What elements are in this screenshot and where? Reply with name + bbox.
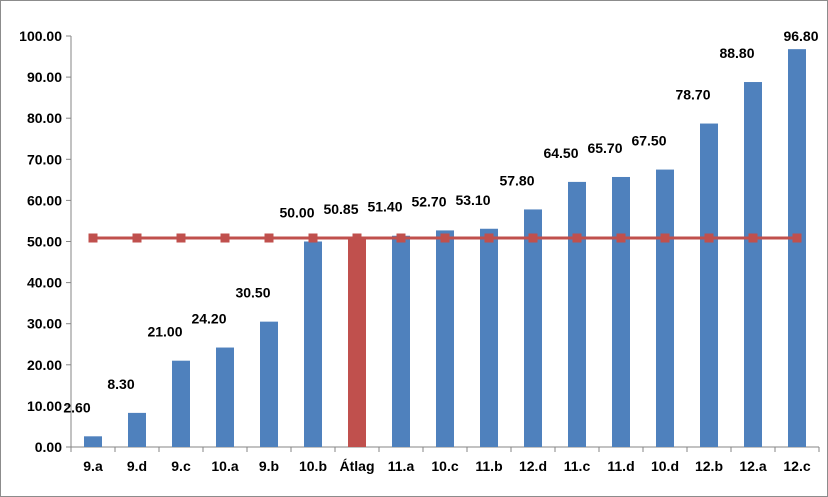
- data-label: 67.50: [631, 133, 666, 149]
- data-label: 96.80: [783, 28, 818, 44]
- bar: [612, 176, 630, 447]
- bar: [436, 230, 454, 447]
- bar: [524, 209, 542, 447]
- bar: [304, 241, 322, 447]
- average-marker: [308, 233, 318, 243]
- data-label: 57.80: [499, 172, 534, 188]
- x-axis: 9.a 9.d 9.c 10.a 9.b 10.b Átlag 11.a 10.c 11.b 12.…: [70, 446, 820, 474]
- x-tick-label: 9.a: [83, 458, 103, 474]
- data-label: 8.30: [107, 376, 134, 392]
- y-tick-label: 60.00: [27, 192, 62, 208]
- x-tick-label: 10.d: [651, 458, 679, 474]
- bar: [260, 321, 278, 447]
- average-marker: [616, 233, 626, 243]
- bar: [392, 235, 410, 447]
- bar: [216, 347, 234, 447]
- data-label: 78.70: [675, 87, 710, 103]
- x-tick-label: 10.c: [431, 458, 458, 474]
- average-marker: [352, 233, 362, 243]
- average-marker: [132, 233, 142, 243]
- average-marker: [220, 233, 230, 243]
- y-tick-label: 100.00: [19, 28, 62, 44]
- x-tick-label: 9.b: [259, 458, 279, 474]
- x-tick-label: Átlag: [340, 458, 375, 474]
- bar: [788, 49, 806, 447]
- y-tick-label: 0.00: [35, 439, 62, 455]
- x-tick-label: 12.c: [783, 458, 810, 474]
- x-tick-label: 10.b: [299, 458, 327, 474]
- x-tick-label: 12.b: [695, 458, 723, 474]
- average-marker: [660, 233, 670, 243]
- bar: [172, 360, 190, 447]
- data-label: 53.10: [455, 192, 490, 208]
- bar: [744, 82, 762, 448]
- x-tick-label: 10.a: [211, 458, 238, 474]
- x-tick-label: 9.d: [127, 458, 147, 474]
- bar: [568, 181, 586, 447]
- x-tick-label: 12.a: [739, 458, 766, 474]
- data-label: 65.70: [587, 140, 622, 156]
- data-label: 50.00: [279, 205, 314, 221]
- data-label: 2.60: [63, 399, 90, 415]
- average-marker: [528, 233, 538, 243]
- average-line: [88, 233, 802, 243]
- x-tick-label: 11.a: [388, 458, 415, 474]
- bar: [84, 436, 102, 447]
- data-label: 64.50: [543, 145, 578, 161]
- data-label: 88.80: [719, 45, 754, 61]
- y-tick-label: 70.00: [27, 151, 62, 167]
- y-tick-label: 40.00: [27, 275, 62, 291]
- x-tick-label: 11.b: [475, 458, 502, 474]
- average-marker: [704, 233, 714, 243]
- bars: [84, 49, 806, 448]
- average-marker: [748, 233, 758, 243]
- y-tick-label: 20.00: [27, 357, 62, 373]
- x-tick-label: 9.c: [171, 458, 191, 474]
- bar: [480, 228, 498, 447]
- x-tick-label: 11.c: [564, 458, 591, 474]
- y-tick-label: 10.00: [27, 398, 62, 414]
- bar: [128, 412, 146, 447]
- data-label: 52.70: [411, 193, 446, 209]
- x-tick-label: 11.d: [607, 458, 634, 474]
- data-label: 50.85: [323, 201, 358, 217]
- data-label: 21.00: [147, 324, 182, 340]
- bar: [700, 123, 718, 447]
- data-label: 24.20: [191, 311, 226, 327]
- average-marker: [176, 233, 186, 243]
- average-marker: [88, 233, 98, 243]
- average-marker: [572, 233, 582, 243]
- y-tick-label: 90.00: [27, 69, 62, 85]
- average-marker: [484, 233, 494, 243]
- average-marker: [396, 233, 406, 243]
- data-label: 30.50: [235, 285, 270, 301]
- average-marker: [440, 233, 450, 243]
- y-tick-label: 50.00: [27, 234, 62, 250]
- bar: [656, 169, 674, 447]
- bar-average: [348, 238, 366, 447]
- y-tick-label: 80.00: [27, 110, 62, 126]
- y-tick-label: 30.00: [27, 316, 62, 332]
- average-marker: [264, 233, 274, 243]
- data-labels: 2.60 8.30 21.00 24.20 30.50 50.00 50.85 51.40 52…: [63, 28, 818, 415]
- average-marker: [792, 233, 802, 243]
- x-tick-label: 12.d: [519, 458, 547, 474]
- y-axis: 0.00 10.00 20.00 30.00 40.00 50.00 60.00 70.00 8…: [19, 28, 72, 455]
- data-label: 51.40: [367, 199, 402, 215]
